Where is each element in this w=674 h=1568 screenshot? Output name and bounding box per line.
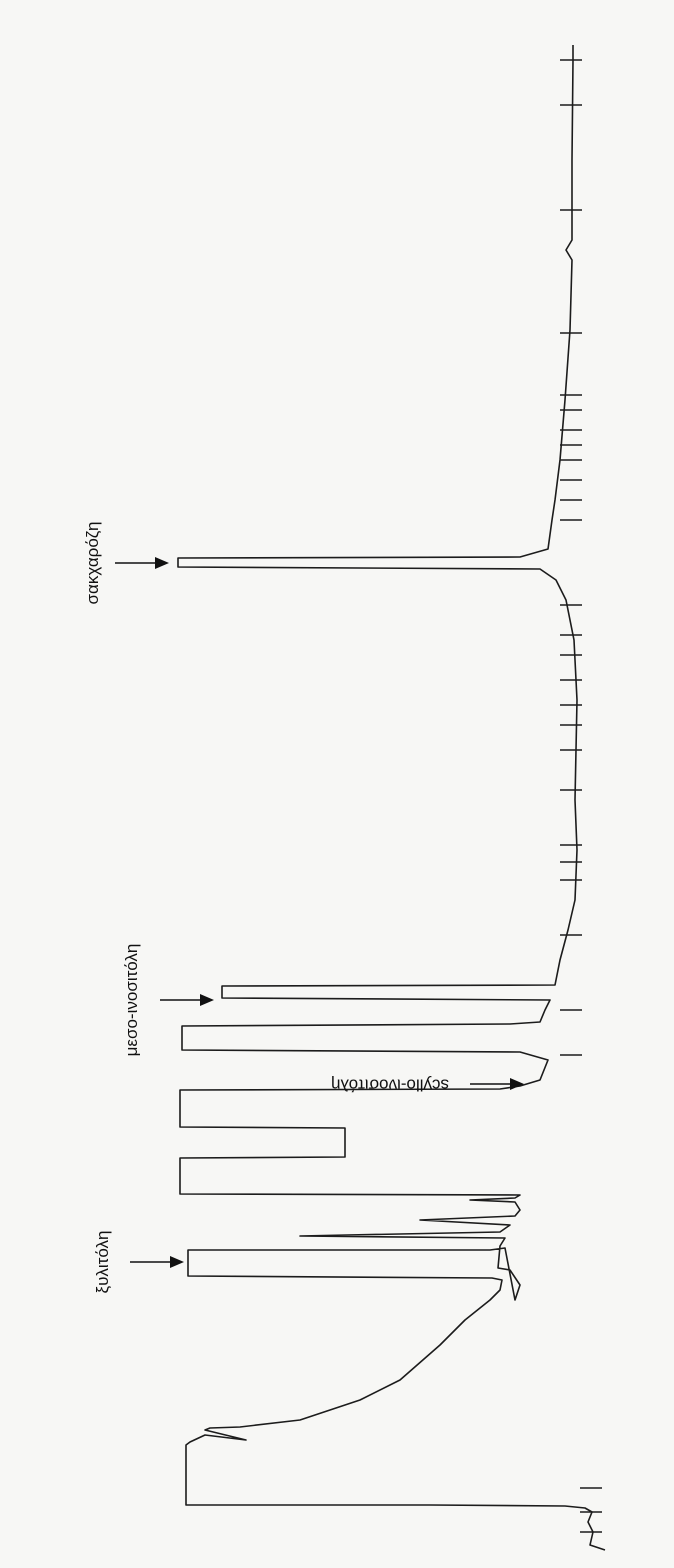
label-scyllo-inositol: scyllo-ινοσιτόλη — [331, 1076, 449, 1095]
meso-inositol-arrow-head — [200, 994, 214, 1006]
xylitol-arrow-head — [170, 1256, 184, 1268]
baseline-ticks — [560, 59, 602, 1533]
annotation-meso-inositol: μεσο-ινοσιτόλη — [122, 944, 214, 1057]
peak-annotations: ξυλιτόλη μεσο-ινοσιτόλη scyllo-ινοσιτόλη… — [83, 522, 524, 1294]
annotation-xylitol: ξυλιτόλη — [93, 1231, 184, 1294]
label-sucrose: σακχαρόζη — [83, 522, 102, 605]
annotation-scyllo-inositol: scyllo-ινοσιτόλη — [331, 1076, 524, 1095]
annotation-sucrose: σακχαρόζη — [83, 522, 169, 605]
sucrose-arrow-head — [155, 557, 169, 569]
label-xylitol: ξυλιτόλη — [93, 1231, 112, 1294]
scyllo-inositol-arrow-head — [510, 1078, 524, 1090]
chromatogram-trace — [177, 45, 606, 1551]
label-meso-inositol: μεσο-ινοσιτόλη — [122, 944, 141, 1057]
